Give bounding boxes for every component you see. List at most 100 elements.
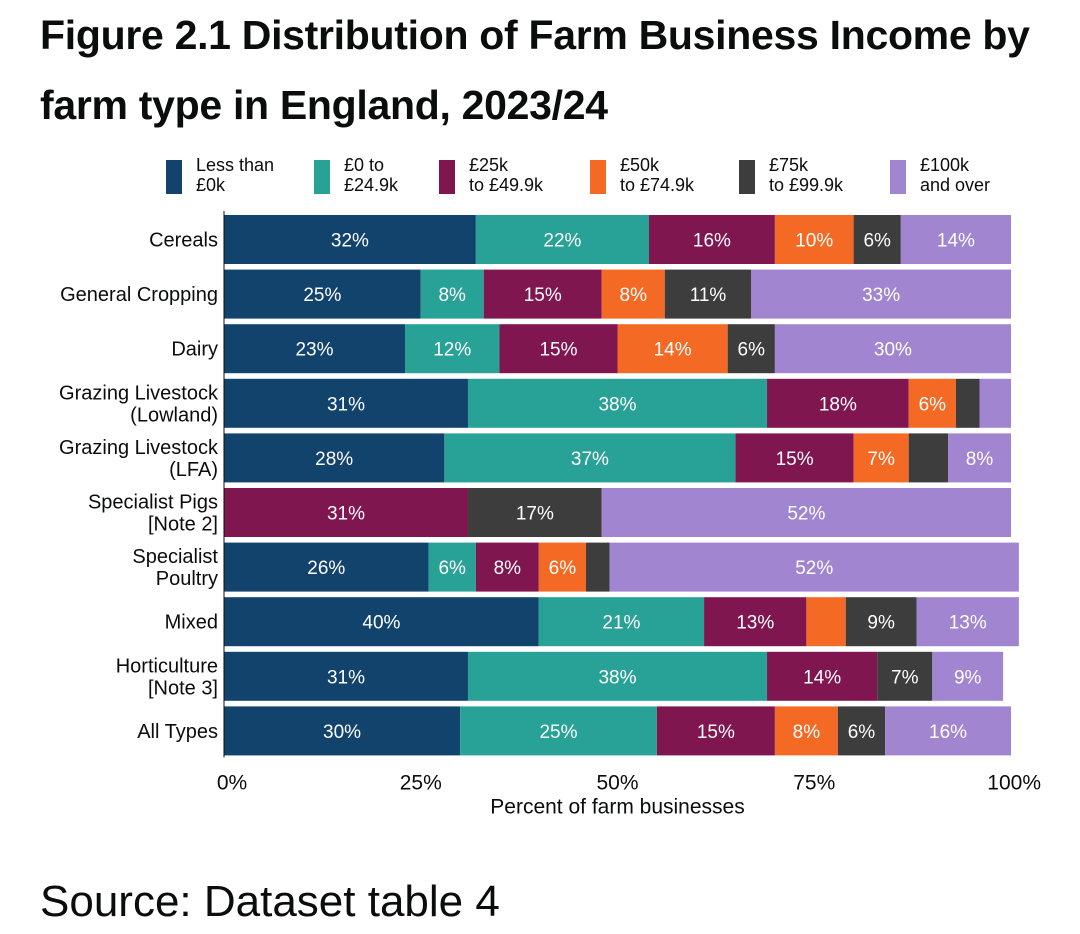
- bar-segment: [428, 542, 476, 592]
- x-tick-label: 100%: [987, 771, 1041, 794]
- category-label: Horticulture [Note 3]: [116, 655, 218, 699]
- bar-segment: [224, 542, 429, 592]
- bar-segment: [979, 378, 1011, 428]
- bar-segment: [704, 597, 807, 647]
- bar-segment: [908, 433, 949, 483]
- legend-label: £50k to £74.9k: [620, 155, 695, 195]
- data-label: 32%: [331, 231, 369, 252]
- bar-segment: [648, 215, 775, 264]
- data-label: 6%: [863, 231, 891, 252]
- data-label: 40%: [362, 613, 400, 634]
- category-label-line: Dairy: [171, 339, 218, 361]
- x-tick-label: 50%: [596, 771, 638, 794]
- bar-segment: [224, 651, 468, 701]
- bar-segment: [224, 706, 461, 756]
- category-label: All Types: [137, 721, 218, 743]
- data-label: 17%: [516, 504, 554, 525]
- legend-swatch: [739, 160, 755, 194]
- bar-segment: [499, 324, 618, 374]
- category-label-line: [Note 3]: [148, 677, 218, 699]
- category-label: General Cropping: [60, 284, 218, 306]
- data-label: 12%: [433, 340, 471, 361]
- bar-segment: [877, 651, 933, 701]
- bar-segment: [609, 542, 1019, 592]
- bar-segment: [774, 706, 838, 756]
- chart-title: Figure 2.1 Distribution of Farm Business…: [40, 12, 1030, 128]
- bar-segment: [538, 597, 705, 647]
- data-label: 30%: [874, 340, 912, 361]
- legend-label: Less than £0k: [196, 155, 275, 195]
- data-label: 16%: [693, 231, 731, 252]
- data-label: 6%: [738, 340, 766, 361]
- legend-swatch: [439, 160, 455, 194]
- data-label: 8%: [438, 285, 466, 306]
- bar-segment: [538, 542, 587, 592]
- data-label: 16%: [929, 722, 967, 743]
- data-label: 22%: [543, 231, 581, 252]
- data-label: 33%: [862, 285, 900, 306]
- bar-segment: [900, 215, 1011, 264]
- legend-label: £100k and over: [920, 155, 991, 195]
- bar-segment: [475, 542, 539, 592]
- bar-segment: [617, 324, 728, 374]
- bar-segment: [224, 378, 468, 428]
- legend-swatch: [166, 160, 182, 194]
- data-label: 15%: [539, 340, 577, 361]
- chart-legend: Less than £0k £0 to £24.9k £25k to £49.9k £…: [166, 155, 1026, 205]
- bar-segment: [224, 597, 539, 647]
- bar-segment: [444, 433, 736, 483]
- bar-segment: [767, 651, 878, 701]
- bar-segment: [727, 324, 775, 374]
- bar-segment: [853, 433, 909, 483]
- bar-segment: [420, 269, 484, 319]
- bar-segment: [751, 269, 1011, 319]
- bar-segment: [656, 706, 775, 756]
- data-label: 6%: [549, 558, 577, 579]
- bar-segment: [806, 597, 846, 647]
- data-label: 9%: [954, 667, 982, 688]
- data-label: 6%: [438, 558, 466, 579]
- bar-segment: [467, 651, 768, 701]
- bar-segment: [885, 706, 1011, 756]
- bar-segment: [224, 324, 406, 374]
- category-label-line: Mixed: [165, 612, 218, 634]
- bar-segment: [845, 597, 917, 647]
- bar-segment: [224, 488, 468, 537]
- category-label: Cereals: [149, 230, 218, 252]
- data-label: 52%: [795, 558, 833, 579]
- data-label: 7%: [891, 667, 919, 688]
- category-label: Grazing Livestock (LFA): [59, 437, 219, 481]
- bar-segment: [601, 269, 665, 319]
- x-tick-label: 25%: [400, 771, 442, 794]
- bar-segment: [467, 488, 602, 537]
- data-label: 26%: [307, 558, 345, 579]
- category-label-line: Specialist Pigs: [88, 492, 218, 514]
- data-label: 37%: [571, 449, 609, 470]
- data-label: 31%: [327, 667, 365, 688]
- bar-segment: [767, 378, 909, 428]
- bar-segment: [224, 269, 421, 319]
- legend-swatch: [590, 160, 606, 194]
- category-label-line: General Cropping: [60, 284, 218, 306]
- category-label: Specialist Pigs [Note 2]: [88, 492, 218, 536]
- legend-swatch: [314, 160, 330, 194]
- bar-segment: [948, 433, 1011, 483]
- bar-segment: [586, 542, 610, 592]
- data-label: 8%: [494, 558, 522, 579]
- x-tick-label: 0%: [217, 771, 247, 794]
- category-label-line: Cereals: [149, 230, 218, 252]
- data-label: 9%: [867, 613, 895, 634]
- data-label: 13%: [736, 613, 774, 634]
- data-label: 13%: [949, 613, 987, 634]
- data-label: 10%: [795, 231, 833, 252]
- data-label: 14%: [803, 667, 841, 688]
- data-label: 18%: [819, 394, 857, 415]
- data-label: 31%: [327, 394, 365, 415]
- bar-segment: [475, 215, 649, 264]
- category-label: Mixed: [165, 612, 218, 634]
- data-label: 30%: [323, 722, 361, 743]
- data-label: 6%: [848, 722, 876, 743]
- bar-segment: [774, 215, 854, 264]
- data-label: 38%: [598, 667, 636, 688]
- data-label: 14%: [654, 340, 692, 361]
